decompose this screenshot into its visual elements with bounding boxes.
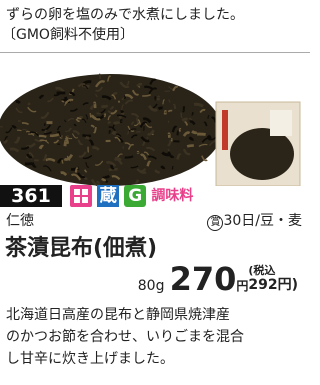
category: 調味料: [151, 188, 193, 204]
tax-price: 292円): [248, 278, 298, 293]
catalog-item: ずらの卵を塩のみで水煮にしました。 〔GMO飼料不使用〕 361 蔵 G 調味料…: [0, 0, 310, 385]
shelf-life-mark: 賞: [207, 215, 223, 231]
kelp-texture: [101, 106, 107, 107]
badge-row: 361 蔵 G 調味料: [0, 185, 193, 207]
description-line: し甘辛に炊き上げました。: [6, 348, 244, 370]
kelp-texture: [39, 136, 46, 137]
kelp-texture: [187, 146, 194, 147]
kelp-texture: [208, 136, 211, 137]
kelp-texture: [182, 119, 187, 121]
kelp-texture: [108, 122, 111, 123]
kelp-texture: [61, 101, 63, 102]
divider: [0, 52, 310, 53]
kelp-texture: [192, 131, 197, 133]
header-line: 〔GMO飼料不使用〕: [2, 24, 134, 44]
price: 270: [170, 260, 237, 298]
kelp-texture: [17, 130, 21, 131]
description: 北海道日高産の昆布と静岡県焼津産 のかつお節を合わせ、いりごまを混合 し甘辛に炊…: [6, 304, 244, 370]
kelp-texture: [28, 103, 30, 104]
product-name: 茶漬昆布(佃煮): [5, 230, 157, 262]
weight: 80g: [138, 278, 165, 294]
description-line: 北海道日高産の昆布と静岡県焼津産: [6, 304, 244, 326]
product-photo: [0, 62, 310, 186]
kelp-texture: [16, 101, 20, 103]
kelp-texture: [105, 176, 109, 177]
price-row: 80g 270円 (税込 292円): [138, 260, 298, 296]
tax-label: (税込: [248, 263, 298, 278]
icon-storage: 蔵: [97, 185, 119, 207]
shelf-life: 30日/豆・麦: [223, 213, 302, 229]
kelp-texture: [50, 134, 59, 135]
maker: 仁徳: [6, 210, 34, 230]
kelp-texture: [102, 179, 106, 180]
kelp-texture: [79, 117, 82, 118]
description-line: のかつお節を合わせ、いりごまを混合: [6, 326, 244, 348]
header-line: ずらの卵を塩のみで水煮にしました。: [6, 4, 244, 24]
price-unit: 円: [236, 279, 248, 293]
kelp-texture: [168, 111, 172, 112]
icon-g: G: [124, 185, 146, 207]
kelp-texture: [86, 137, 90, 138]
kelp-texture: [121, 112, 124, 113]
kelp-texture: [158, 108, 162, 109]
icon-chilled: [70, 185, 92, 207]
kelp-texture: [125, 156, 133, 157]
shelf-life-row: 賞30日/豆・麦: [207, 210, 302, 231]
kelp-texture: [82, 135, 91, 136]
item-number: 361: [0, 185, 62, 207]
